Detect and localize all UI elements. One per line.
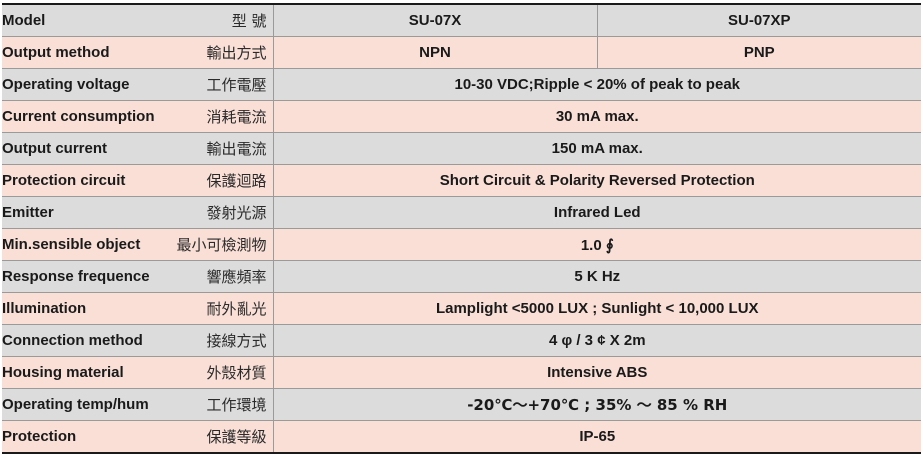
table-row: Output current 輸出電流 150 mA max. (2, 132, 921, 165)
row-label: Emitter (2, 204, 54, 221)
table-row: Housing material 外殼材質 Intensive ABS (2, 356, 921, 389)
row-label-cn: 最小可檢測物 (176, 236, 267, 254)
row-label-cell: Connection method 接線方式 (2, 324, 274, 357)
row-label-cell: Emitter 發射光源 (2, 196, 274, 229)
table-row: Response frequence 響應頻率 5 K Hz (2, 260, 921, 293)
row-value: 30 mA max. (273, 100, 921, 133)
row-value: IP-65 (273, 420, 921, 453)
model-label: Model (2, 12, 46, 29)
row-label: Illumination (2, 300, 87, 317)
table-row: Protection 保護等級 IP-65 (2, 420, 921, 453)
table-row: Operating temp/hum 工作環境 -20℃～+70℃ ; 35% … (2, 388, 921, 421)
row-label: Housing material (2, 364, 124, 381)
output-value-b: PNP (597, 36, 921, 69)
row-label-cn: 發射光源 (206, 204, 267, 222)
row-label-cell: Housing material 外殼材質 (2, 356, 274, 389)
row-label-cn: 響應頻率 (206, 268, 267, 286)
row-value: -20℃～+70℃ ; 35% ～ 85 % RH (273, 388, 921, 421)
table-row: Emitter 發射光源 Infrared Led (2, 196, 921, 229)
row-label-cn: 工作環境 (206, 396, 267, 414)
row-value: Lamplight <5000 LUX ; Sunlight < 10,000 … (273, 292, 921, 325)
table-row: Min.sensible object 最小可檢測物 1.0 ∮ (2, 228, 921, 261)
row-label-cell: Protection 保護等級 (2, 420, 274, 453)
row-label: Response frequence (2, 268, 150, 285)
row-label-cell: Current consumption 消耗電流 (2, 100, 274, 133)
row-value: 4 φ / 3 ¢ X 2m (273, 324, 921, 357)
row-label: Protection (2, 428, 77, 445)
spec-table: Model 型 號 SU-07X SU-07XP Output method 輸… (2, 3, 921, 454)
row-label-cn: 輸出電流 (206, 140, 267, 158)
row-label: Protection circuit (2, 172, 126, 189)
row-value: Short Circuit & Polarity Reversed Protec… (273, 164, 921, 197)
row-label-cell: Min.sensible object 最小可檢測物 (2, 228, 274, 261)
row-label: Min.sensible object (2, 236, 141, 253)
row-value: 1.0 ∮ (273, 228, 921, 261)
row-label-cell: Operating temp/hum 工作環境 (2, 388, 274, 421)
model-a: SU-07X (273, 4, 598, 37)
row-label: Operating temp/hum (2, 396, 149, 413)
row-value: 5 K Hz (273, 260, 921, 293)
header-row: Model 型 號 SU-07X SU-07XP (2, 4, 921, 37)
row-label: Output method (2, 44, 110, 61)
table-row: Current consumption 消耗電流 30 mA max. (2, 100, 921, 133)
row-label-cell: Output method 輸出方式 (2, 36, 274, 69)
row-label-cn: 外殼材質 (206, 364, 267, 382)
model-label-cn: 型 號 (231, 12, 267, 30)
row-label: Current consumption (2, 108, 155, 125)
model-label-cell: Model 型 號 (2, 4, 274, 37)
table-row: Protection circuit 保護迴路 Short Circuit & … (2, 164, 921, 197)
model-b: SU-07XP (597, 4, 921, 37)
table-row: Output method 輸出方式 NPN PNP (2, 36, 921, 69)
table-row: Operating voltage 工作電壓 10-30 VDC;Ripple … (2, 68, 921, 101)
table-row: Illumination 耐外亂光 Lamplight <5000 LUX ; … (2, 292, 921, 325)
row-label-cn: 保護等級 (206, 428, 267, 446)
row-label-cn: 保護迴路 (206, 172, 267, 190)
output-value-a: NPN (273, 36, 598, 69)
row-label-cn: 工作電壓 (206, 76, 267, 94)
row-label-cell: Operating voltage 工作電壓 (2, 68, 274, 101)
row-label-cn: 消耗電流 (206, 108, 267, 126)
row-label-cell: Protection circuit 保護迴路 (2, 164, 274, 197)
row-label: Output current (2, 140, 107, 157)
row-label-cn: 耐外亂光 (206, 300, 267, 318)
row-label-cell: Output current 輸出電流 (2, 132, 274, 165)
row-value: 10-30 VDC;Ripple < 20% of peak to peak (273, 68, 921, 101)
row-label-cn: 輸出方式 (206, 44, 267, 62)
row-value: Intensive ABS (273, 356, 921, 389)
row-label-cell: Response frequence 響應頻率 (2, 260, 274, 293)
row-label: Connection method (2, 332, 143, 349)
table-row: Connection method 接線方式 4 φ / 3 ¢ X 2m (2, 324, 921, 357)
row-value: Infrared Led (273, 196, 921, 229)
row-label-cell: Illumination 耐外亂光 (2, 292, 274, 325)
row-label: Operating voltage (2, 76, 130, 93)
row-label-cn: 接線方式 (206, 332, 267, 350)
row-value: 150 mA max. (273, 132, 921, 165)
